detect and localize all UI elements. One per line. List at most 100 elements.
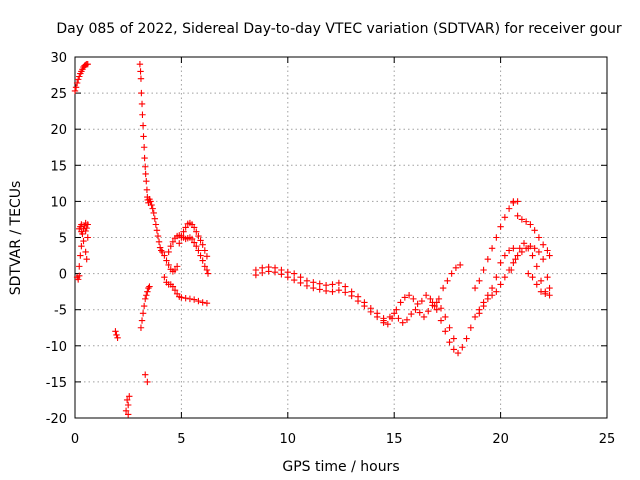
data-point (186, 295, 194, 303)
data-point (484, 255, 492, 263)
x-axis-label: GPS time / hours (282, 459, 399, 475)
data-point (199, 241, 206, 248)
data-point (444, 277, 451, 285)
data-point (138, 89, 145, 97)
x-tick-label: 5 (177, 432, 185, 447)
data-point (459, 344, 466, 351)
data-series (380, 261, 464, 328)
data-point (525, 270, 532, 277)
data-point (544, 247, 551, 254)
data-point (518, 216, 526, 223)
chart-title: Day 085 of 2022, Sidereal Day-to-day VTE… (56, 21, 622, 37)
y-tick-label: 0 (59, 268, 67, 283)
data-series (476, 242, 551, 317)
data-point (322, 281, 330, 289)
data-point (138, 317, 146, 324)
data-point (384, 320, 392, 328)
data-point (137, 68, 144, 75)
data-point (146, 283, 153, 290)
data-point (488, 284, 496, 292)
data-point (546, 252, 553, 259)
y-tick-label: -5 (54, 304, 67, 319)
data-point (531, 227, 538, 234)
data-point (488, 292, 496, 299)
data-point (125, 411, 132, 418)
data-series (71, 61, 91, 95)
data-point (476, 277, 483, 285)
data-point (178, 294, 185, 301)
data-point (361, 302, 368, 310)
data-point (167, 242, 174, 250)
data-point (456, 261, 464, 269)
data-point (510, 259, 517, 266)
data-point (420, 313, 428, 321)
data-point (316, 280, 323, 287)
x-tick-label: 0 (71, 432, 79, 447)
data-point (348, 292, 355, 300)
data-point (82, 227, 89, 235)
data-point (297, 274, 304, 281)
plot-frame (74, 56, 608, 419)
y-tick-label: 15 (50, 159, 67, 174)
data-point (165, 248, 172, 256)
data-point (303, 282, 311, 290)
data-points (71, 61, 553, 418)
axis-ticks: 0 5 10 15 20 25 -20 -15 -10 -5 0 5 10 15 20 25 30 (46, 51, 616, 447)
data-point (143, 177, 150, 185)
x-tick-label: 10 (280, 432, 297, 447)
y-tick-label: -15 (46, 376, 67, 391)
data-point (79, 230, 86, 238)
data-point (159, 248, 166, 256)
data-point (144, 288, 151, 295)
data-point (442, 328, 449, 335)
data-point (414, 300, 421, 308)
grid-lines (75, 57, 607, 418)
data-point (140, 133, 147, 140)
data-point (322, 287, 330, 295)
data-point (342, 289, 349, 296)
data-point (501, 214, 509, 221)
data-point (497, 281, 504, 288)
data-point (290, 276, 298, 284)
data-point (139, 310, 147, 317)
data-point (412, 306, 419, 313)
data-point (265, 268, 272, 275)
data-point (422, 292, 430, 299)
data-point (136, 61, 144, 68)
data-point (488, 245, 496, 252)
data-point (113, 331, 120, 339)
data-point (137, 324, 145, 331)
data-point (510, 198, 517, 205)
data-point (290, 270, 298, 277)
data-point (193, 228, 200, 235)
data-point (145, 284, 152, 292)
data-point (335, 279, 343, 287)
data-point (157, 247, 165, 254)
data-series (471, 198, 521, 292)
data-series (161, 274, 211, 307)
data-point (203, 253, 211, 260)
data-point (480, 302, 487, 310)
data-point (138, 100, 146, 108)
data-point (531, 245, 538, 252)
data-point (190, 239, 198, 246)
data-point (122, 407, 130, 414)
data-point (199, 299, 206, 306)
data-point (435, 295, 443, 303)
data-point (446, 338, 453, 346)
data-point (74, 76, 82, 83)
data-point (83, 224, 90, 232)
data-point (143, 186, 151, 194)
data-point (501, 274, 509, 281)
data-point (169, 283, 177, 290)
data-point (180, 228, 187, 235)
data-point (525, 245, 532, 252)
data-point (83, 255, 90, 263)
data-point (125, 401, 132, 409)
data-point (514, 212, 521, 220)
data-point (77, 252, 84, 259)
data-point (72, 84, 80, 91)
data-point (437, 317, 445, 324)
data-point (150, 209, 157, 217)
